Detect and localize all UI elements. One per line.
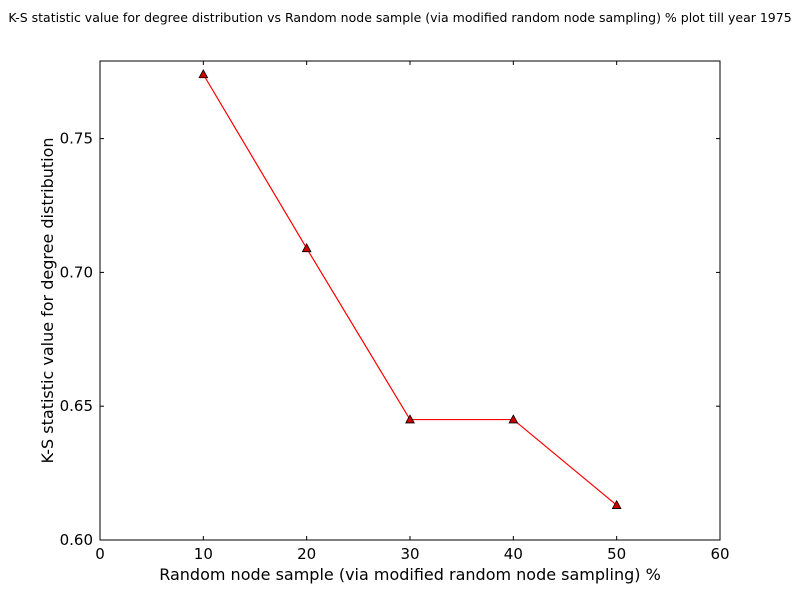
x-axis-label: Random node sample (via modified random … [159, 565, 661, 584]
data-point-marker [508, 414, 519, 424]
x-tick-label: 40 [504, 545, 523, 563]
x-tick-label: 30 [400, 545, 419, 563]
chart-title: K-S statistic value for degree distribut… [8, 10, 791, 25]
y-axis-label: K-S statistic value for degree distribut… [38, 137, 57, 463]
x-tick-label: 50 [607, 545, 626, 563]
plot-area-frame [99, 60, 721, 541]
data-point-marker [301, 242, 312, 253]
y-tick-label: 0.60 [60, 531, 93, 549]
x-tick-label: 20 [297, 545, 316, 563]
data-point-marker [198, 69, 209, 79]
x-tick-label: 60 [710, 545, 729, 563]
series-line [202, 74, 618, 506]
y-tick-label: 0.75 [60, 130, 93, 148]
axis-ticks: 0 10 20 30 40 50 60 0.60 0.65 0.70 0.75 [60, 61, 730, 563]
data-series [198, 69, 622, 509]
data-point-marker [405, 414, 415, 424]
x-tick-label: 0 [95, 545, 105, 563]
y-tick-label: 0.70 [60, 263, 93, 281]
data-point-marker [611, 499, 622, 509]
y-tick-label: 0.65 [60, 397, 93, 415]
x-tick-label: 10 [194, 545, 213, 563]
